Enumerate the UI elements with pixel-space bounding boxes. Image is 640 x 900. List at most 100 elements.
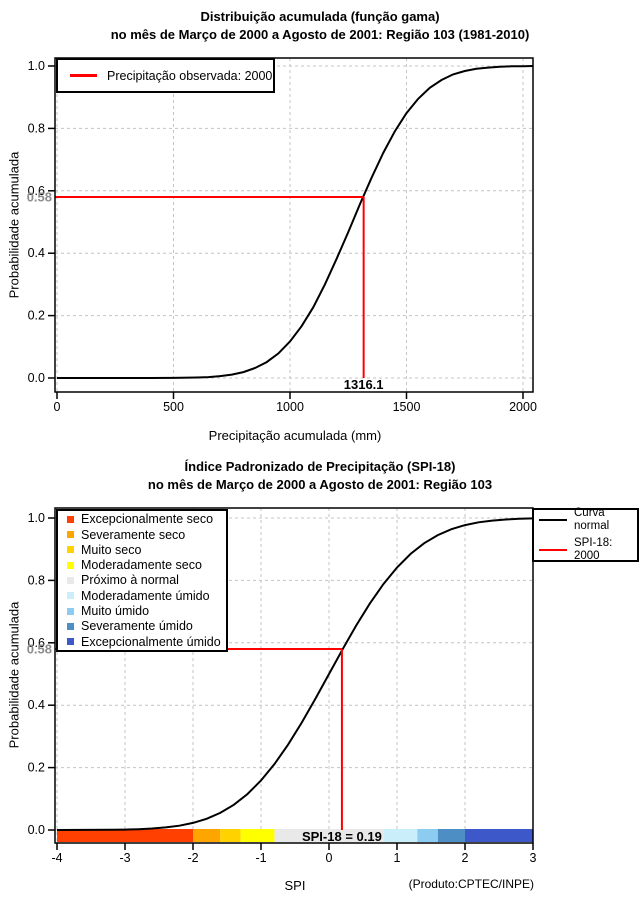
observed-value-lines (55, 648, 343, 830)
legend-item-label: Moderadamente seco (81, 558, 202, 573)
legend-item: Muito seco (67, 543, 226, 557)
red-line-sample-icon (70, 74, 97, 77)
colorbar-segment (274, 829, 384, 842)
colorbar-segment (193, 829, 221, 842)
legend-item: Muito úmido (67, 604, 226, 618)
probability-annotation: 0.58 (26, 641, 52, 657)
legend-item-label: Muito úmido (81, 604, 150, 619)
cdf-curve (56, 517, 534, 831)
x-tick-label: 1500 (393, 400, 421, 414)
x-tick-label: -1 (255, 851, 266, 865)
x-tick-label: 0 (54, 400, 61, 414)
legend-item-label: SPI-18: 2000 (574, 537, 613, 562)
legend-item-label: Moderadamente úmido (81, 588, 210, 603)
category-swatch-icon (67, 638, 74, 646)
producer-credit: (Produto:CPTEC/INPE) (408, 877, 534, 891)
observed-value-annotation: 1316.1 (343, 376, 384, 392)
y-tick-label: 0.2 (28, 761, 45, 775)
colorbar-segment (57, 829, 193, 842)
legend-item: Severamente úmido (67, 619, 226, 633)
y-tick-label: 0.0 (28, 823, 45, 837)
line-sample-icon (539, 548, 567, 552)
cdf-curve (57, 65, 534, 379)
spi-colorbar (57, 829, 533, 842)
colorbar-segment (383, 829, 418, 842)
legend-item-label: Excepcionalmente úmido (81, 634, 221, 649)
legend-item: Moderadamente seco (67, 558, 226, 572)
x-tick-label: 0 (326, 851, 333, 865)
x-tick-label: 2000 (509, 400, 537, 414)
y-tick-label: 1.0 (28, 511, 45, 525)
x-tick-label: 3 (530, 851, 537, 865)
legend-item: Excepcionalmente seco (67, 512, 226, 526)
spi-cdf-chart: -4 -3 -2 -1 0 1 2 3 0.0 0.2 0.4 0.6 0.8 1.0 Índice Pa… (0, 450, 640, 900)
chart-title: Índice Padronizado de Precipitação (SPI-… (184, 459, 456, 474)
y-tick-label: 0.4 (28, 698, 45, 712)
category-swatch-icon (67, 531, 74, 539)
legend: Precipitação observada: 2000 (56, 58, 275, 93)
y-tick-label: 0.6 (28, 636, 45, 650)
x-tick-label: 1000 (276, 400, 304, 414)
category-swatch-icon (67, 546, 74, 554)
legend-item-label: Severamente seco (81, 527, 186, 542)
spi-value-annotation: SPI-18 = 0.19 (301, 829, 382, 844)
category-swatch-icon (67, 607, 74, 615)
category-swatch-icon (67, 515, 74, 523)
plot-canvas: 0 500 1000 1500 2000 0.0 0.2 0.4 0.6 0.8 1.0 (28, 57, 537, 414)
legend-item-label: Excepcionalmente seco (81, 512, 214, 527)
plot-area: 0 500 1000 1500 2000 0.0 0.2 0.4 0.6 0.8 1.0 (28, 57, 537, 414)
axis-ticks (48, 65, 524, 399)
x-tick-label: 1 (394, 851, 401, 865)
chart-subtitle: no mês de Março de 2000 a Agosto de 2001… (147, 477, 493, 492)
colorbar-segment (437, 829, 465, 842)
legend-item-label: Próximo à normal (81, 573, 179, 588)
plot-frame (54, 507, 534, 844)
tick-labels: 0 500 1000 1500 2000 0.0 0.2 0.4 0.6 0.8 1.0 (28, 59, 537, 414)
chart-subtitle: no mês de Março de 2000 a Agosto de 2001… (110, 27, 530, 42)
legend-item: Severamente seco (67, 528, 226, 542)
legend-item: Moderadamente úmido (67, 589, 226, 603)
legend-item-label: Severamente úmido (81, 619, 193, 634)
spi-category-legend: Excepcionalmente seco Severamente seco Mui… (56, 509, 228, 652)
plot-frame (54, 57, 534, 393)
precipitation-cdf-chart: 0 500 1000 1500 2000 0.0 0.2 0.4 0.6 0.8 1.0 Distr… (6, 9, 537, 443)
x-tick-label: -2 (187, 851, 198, 865)
x-axis-title: SPI (284, 878, 306, 893)
tick-labels: -4 -3 -2 -1 0 1 2 3 0.0 0.2 0.4 0.6 0.8 1.0 (28, 511, 537, 865)
plot-area: -4 -3 -2 -1 0 1 2 3 0.0 0.2 0.4 0.6 0.8 1.0 (0, 450, 640, 900)
x-tick-label: 2 (462, 851, 469, 865)
colorbar-segment (220, 829, 241, 842)
y-tick-label: 1.0 (28, 59, 45, 73)
legend-item-label: Curva normal (574, 507, 610, 532)
y-tick-label: 0.8 (28, 121, 45, 135)
colorbar-segment (417, 829, 438, 842)
line-sample-icon (539, 518, 567, 522)
legend-item: Excepcionalmente úmido (67, 635, 226, 649)
x-tick-label: 500 (163, 400, 184, 414)
axis-ticks (48, 517, 534, 850)
legend-item-label: Precipitação observada: 2000 (107, 68, 273, 83)
y-tick-label: 0.0 (28, 371, 45, 385)
x-tick-label: -3 (119, 851, 130, 865)
colorbar-segment (240, 829, 275, 842)
legend-item: Curva normal (539, 507, 637, 533)
chart-title: Distribuição acumulada (função gama) (200, 9, 440, 24)
category-swatch-icon (67, 561, 74, 569)
x-axis-title: Precipitação acumulada (mm) (208, 428, 382, 443)
colorbar-segment (465, 829, 533, 842)
y-tick-label: 0.4 (28, 246, 45, 260)
curve-legend: Curva normal SPI-18: 2000 (532, 507, 639, 563)
legend-item: Próximo à normal (67, 573, 226, 587)
y-axis-title: Probabilidade acumulada (6, 601, 22, 749)
category-swatch-icon (67, 622, 74, 630)
y-tick-label: 0.6 (28, 184, 45, 198)
legend-item: SPI-18: 2000 (539, 537, 637, 563)
plot-canvas: -4 -3 -2 -1 0 1 2 3 0.0 0.2 0.4 0.6 0.8 1.0 (28, 507, 537, 865)
category-swatch-icon (67, 592, 74, 600)
observed-value-lines (55, 196, 365, 378)
y-axis-title: Probabilidade acumulada (6, 151, 22, 299)
x-tick-label: -4 (51, 851, 62, 865)
legend-item-label: Muito seco (81, 542, 142, 557)
gridlines (55, 58, 533, 392)
